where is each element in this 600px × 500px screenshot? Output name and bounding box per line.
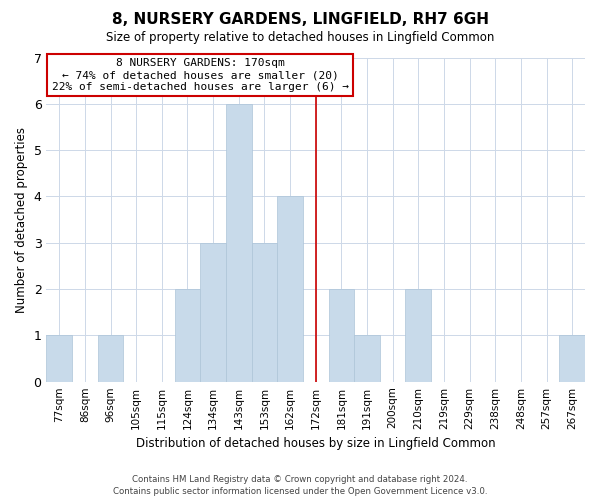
Text: 8, NURSERY GARDENS, LINGFIELD, RH7 6GH: 8, NURSERY GARDENS, LINGFIELD, RH7 6GH xyxy=(112,12,488,28)
Text: 8 NURSERY GARDENS: 170sqm
← 74% of detached houses are smaller (20)
22% of semi-: 8 NURSERY GARDENS: 170sqm ← 74% of detac… xyxy=(52,58,349,92)
Bar xyxy=(277,196,303,382)
Y-axis label: Number of detached properties: Number of detached properties xyxy=(15,126,28,312)
Bar xyxy=(251,242,277,382)
Bar xyxy=(406,289,431,382)
Bar xyxy=(200,242,226,382)
X-axis label: Distribution of detached houses by size in Lingfield Common: Distribution of detached houses by size … xyxy=(136,437,496,450)
Text: Size of property relative to detached houses in Lingfield Common: Size of property relative to detached ho… xyxy=(106,31,494,44)
Bar xyxy=(46,336,72,382)
Text: Contains HM Land Registry data © Crown copyright and database right 2024.
Contai: Contains HM Land Registry data © Crown c… xyxy=(113,474,487,496)
Bar xyxy=(354,336,380,382)
Bar xyxy=(329,289,354,382)
Bar xyxy=(559,336,585,382)
Bar xyxy=(175,289,200,382)
Bar xyxy=(98,336,124,382)
Bar xyxy=(226,104,251,382)
